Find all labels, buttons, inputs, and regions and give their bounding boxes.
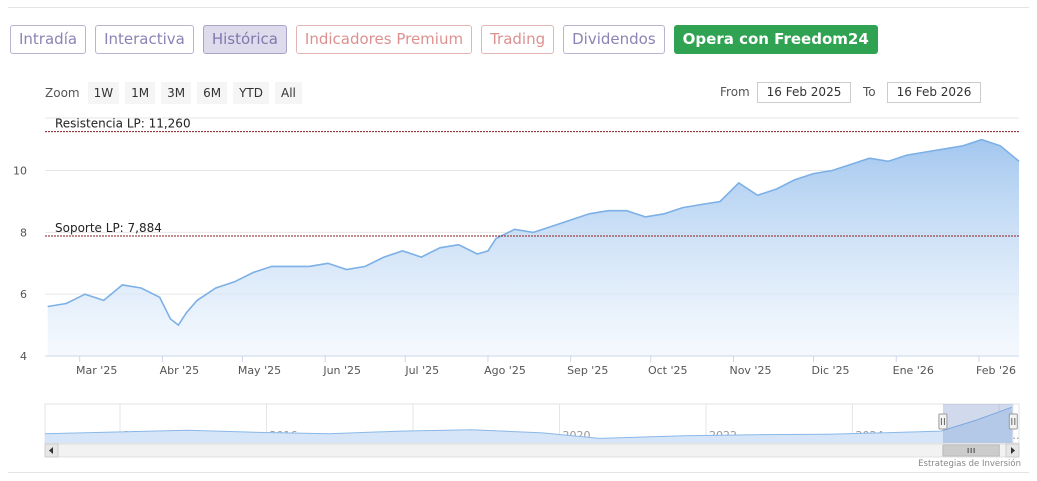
navigator-line bbox=[44, 406, 1013, 439]
x-tick-label: Mar '25 bbox=[76, 364, 117, 377]
zoom-ytd-button[interactable]: YTD bbox=[233, 82, 269, 104]
zoom-bar: Zoom 1W 1M 3M 6M YTD All bbox=[45, 82, 302, 104]
x-tick-label: Feb '26 bbox=[976, 364, 1016, 377]
x-tick-label: Oct '25 bbox=[648, 364, 688, 377]
tab-interactiva[interactable]: Interactiva bbox=[95, 25, 194, 54]
y-tick-label: 10 bbox=[13, 165, 27, 178]
navigator-left-handle[interactable] bbox=[938, 413, 948, 430]
zoom-1w-button[interactable]: 1W bbox=[87, 82, 120, 104]
tab-indicadores-premium[interactable]: Indicadores Premium bbox=[295, 25, 473, 54]
from-label: From bbox=[720, 85, 750, 99]
zoom-6m-button[interactable]: 6M bbox=[197, 82, 228, 104]
scroll-right-icon bbox=[1011, 447, 1015, 454]
navigator-right-handle[interactable] bbox=[1008, 413, 1018, 430]
to-date-input[interactable]: 16 Feb 2026 bbox=[887, 82, 981, 103]
tab-histórica[interactable]: Histórica bbox=[202, 25, 287, 54]
navigator-selection[interactable] bbox=[942, 404, 1014, 443]
zoom-3m-button[interactable]: 3M bbox=[161, 82, 192, 104]
price-area bbox=[47, 139, 1019, 356]
level-label: Soporte LP: 7,884 bbox=[55, 221, 162, 235]
y-tick-label: 4 bbox=[20, 350, 27, 363]
x-tick-label: May '25 bbox=[238, 364, 281, 377]
y-tick-label: 8 bbox=[20, 226, 27, 239]
from-date-input[interactable]: 16 Feb 2025 bbox=[757, 82, 851, 103]
tab-dividendos[interactable]: Dividendos bbox=[563, 25, 665, 54]
tab-opera-con-freedom24[interactable]: Opera con Freedom24 bbox=[673, 25, 878, 54]
x-tick-label: Ago '25 bbox=[484, 364, 526, 377]
x-tick-label: Abr '25 bbox=[160, 364, 200, 377]
y-tick-label: 6 bbox=[20, 288, 27, 301]
top-divider bbox=[8, 7, 1029, 8]
x-tick-label: Nov '25 bbox=[729, 364, 771, 377]
x-tick-label: Dic '25 bbox=[811, 364, 849, 377]
to-label: To bbox=[863, 85, 876, 99]
navigator-area bbox=[45, 407, 1012, 443]
tab-trading[interactable]: Trading bbox=[481, 25, 555, 54]
scroll-left-icon bbox=[49, 447, 53, 454]
bottom-divider bbox=[8, 472, 1029, 473]
tab-intradía[interactable]: Intradía bbox=[10, 25, 87, 54]
x-tick-label: Jul '25 bbox=[404, 364, 439, 377]
chart-type-tabs: Intradía Interactiva Histórica Indicadores … bbox=[10, 25, 878, 54]
x-tick-label: Sep '25 bbox=[567, 364, 608, 377]
zoom-all-button[interactable]: All bbox=[275, 82, 302, 104]
x-tick-label: Jun '25 bbox=[322, 364, 361, 377]
zoom-1m-button[interactable]: 1M bbox=[125, 82, 156, 104]
x-tick-label: Ene '26 bbox=[893, 364, 934, 377]
scrollbar-track bbox=[44, 443, 1020, 458]
chart-credit: Estrategias de Inversión bbox=[918, 459, 1021, 469]
price-line bbox=[47, 138, 1020, 327]
zoom-label: Zoom bbox=[45, 86, 80, 100]
level-label: Resistencia LP: 11,260 bbox=[55, 117, 191, 131]
price-chart: 4 6 8 10 Mar '25 Abr '25 May '25 Jun '25 Jul '25… bbox=[13, 117, 1020, 377]
